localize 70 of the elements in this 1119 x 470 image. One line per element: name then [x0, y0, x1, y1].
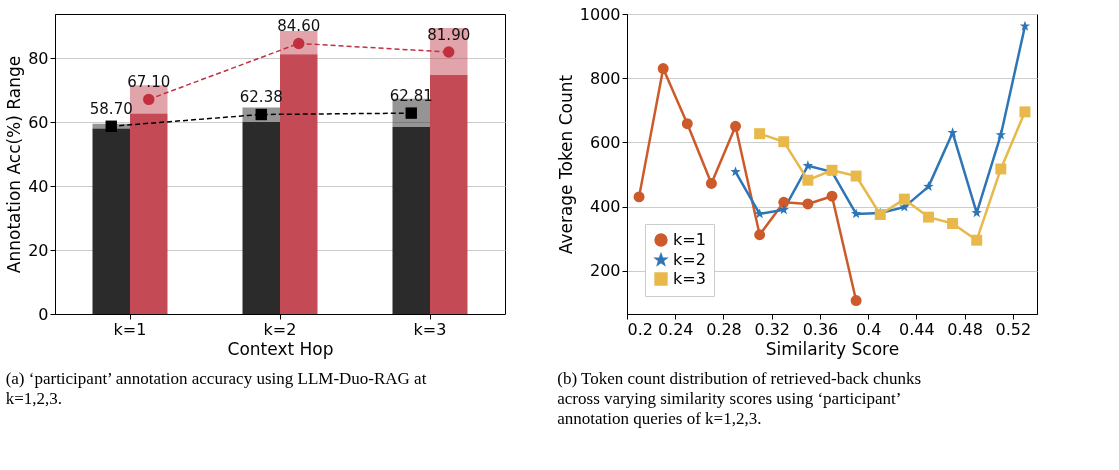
data-label: 58.70 [89, 100, 133, 119]
y-tick-label: 200 [589, 261, 621, 281]
x-tick-label: 0.4 [855, 319, 882, 339]
point [778, 204, 789, 215]
point [1019, 20, 1031, 31]
bar [392, 126, 430, 314]
point [850, 170, 862, 182]
point [778, 196, 790, 208]
x-tick-label: 0.28 [706, 319, 742, 339]
point [826, 190, 838, 202]
legend-label: k=1 [673, 230, 706, 249]
x-tick-label: 0.24 [657, 319, 694, 339]
bar [92, 128, 130, 314]
x-tick-label: 0.32 [754, 319, 791, 339]
point [754, 128, 766, 140]
point [898, 193, 910, 205]
point [778, 136, 790, 148]
point [802, 174, 814, 186]
y-tick-label: 0 [38, 304, 49, 324]
y-tick-label: 600 [589, 132, 621, 152]
point [681, 118, 693, 130]
point [971, 207, 982, 218]
x-tick-label: k=1 [113, 319, 147, 339]
y-axis-title: Annotation Acc(%) Range [4, 55, 25, 274]
x-tick-label: k=3 [413, 319, 447, 339]
point [995, 129, 1007, 140]
bar [130, 113, 168, 314]
point [802, 198, 814, 210]
point [850, 295, 862, 306]
y-tick-label: 40 [28, 176, 49, 196]
data-label: 84.60 [277, 17, 321, 36]
point [850, 208, 862, 219]
point [633, 191, 645, 203]
y-tick-label: 400 [589, 197, 621, 217]
data-label: 67.10 [127, 73, 171, 92]
point [730, 120, 742, 132]
point [705, 177, 717, 189]
x-tick-label: 0.44 [899, 319, 935, 339]
x-tick-label: 0.2 [627, 319, 653, 339]
point [947, 218, 959, 229]
text: (b) Token count distribution of retrieved-back chunks across varying similarity scores using ‘participant’ annotation queries of k=1,2,3. [557, 369, 922, 428]
x-tick-label: k=2 [263, 319, 297, 339]
x-tick-label: 0.48 [947, 319, 983, 339]
legend-label: k=3 [673, 269, 706, 288]
point [947, 127, 958, 138]
point [730, 166, 741, 177]
point [995, 163, 1007, 175]
x-axis-title: Similarity Score [765, 338, 900, 359]
bar [430, 75, 468, 314]
x-axis-title: Context Hop [227, 338, 334, 359]
bar [242, 122, 280, 314]
point [1019, 106, 1031, 118]
y-tick-label: 60 [28, 112, 49, 132]
y-tick-label: 20 [28, 240, 49, 260]
point [754, 229, 766, 241]
point [802, 160, 814, 171]
point [923, 181, 934, 192]
data-label: 81.90 [427, 26, 471, 45]
point [971, 234, 983, 246]
legend-label: k=2 [673, 250, 706, 269]
point [657, 63, 669, 75]
y-tick-label: 80 [28, 48, 49, 68]
y-axis-title: Average Token Count [555, 74, 576, 255]
text: (a) ‘participant’ annotation accuracy using LLM-Duo-RAG at k=1,2,3. [5, 369, 427, 408]
y-tick-label: 1000 [579, 4, 621, 24]
y-tick-label: 800 [589, 68, 621, 88]
x-tick-label: 0.36 [802, 319, 839, 339]
bar [280, 54, 318, 314]
point [922, 211, 934, 223]
x-tick-label: 0.52 [995, 319, 1032, 339]
